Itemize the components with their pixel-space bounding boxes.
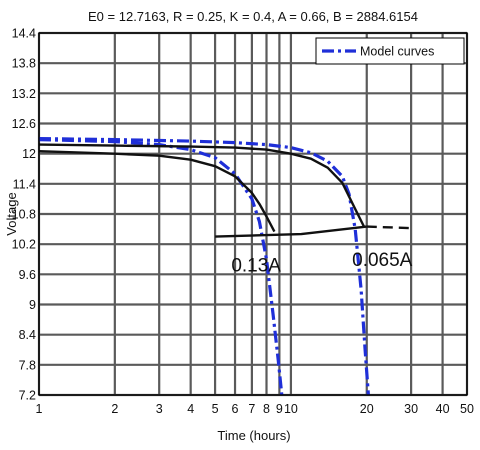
x-tick-label: 9 [276, 402, 283, 416]
x-tick-label: 50 [460, 402, 474, 416]
x-axis-label: Time (hours) [217, 428, 290, 443]
x-tick-label: 7 [248, 402, 255, 416]
annotation-label: 0.065A [352, 250, 413, 271]
y-tick-label: 7.8 [19, 358, 36, 372]
x-tick-label: 3 [156, 402, 163, 416]
series-line-3 [38, 143, 366, 228]
y-axis-label: Voltage [4, 192, 19, 235]
y-tick-label: 13.2 [12, 87, 36, 101]
y-tick-label: 10.8 [12, 208, 36, 222]
legend: Model curves [315, 37, 465, 65]
x-tick-label: 40 [436, 402, 450, 416]
y-tick-label: 12.6 [12, 117, 36, 131]
y-tick-label: 7.2 [19, 389, 36, 403]
x-tick-label: 10 [284, 402, 298, 416]
chart-title: E0 = 12.7163, R = 0.25, K = 0.4, A = 0.6… [88, 9, 418, 24]
x-tick-label: 20 [360, 402, 374, 416]
x-tick-label: 1 [36, 402, 43, 416]
x-tick-label: 4 [187, 402, 194, 416]
legend-label: Model curves [360, 45, 434, 59]
y-tick-label: 12 [22, 147, 36, 161]
series-line-0 [38, 138, 284, 396]
series-line-1 [38, 137, 370, 396]
axes-frame [38, 32, 468, 396]
y-tick-label: 9 [29, 298, 36, 312]
series-line-4 [215, 225, 367, 238]
y-tick-label: 10.2 [12, 238, 36, 252]
x-tick-label: 30 [404, 402, 418, 416]
y-tick-label: 13.8 [12, 57, 36, 71]
annotation-label: 0.13A [231, 255, 281, 276]
x-tick-label: 5 [212, 402, 219, 416]
series-line-2 [38, 150, 276, 233]
x-tick-label: 6 [232, 402, 239, 416]
series-line-5 [366, 225, 412, 230]
y-tick-label: 11.4 [13, 177, 36, 191]
x-tick-label: 8 [263, 402, 270, 416]
y-tick-label: 14.4 [12, 27, 36, 41]
y-tick-label: 9.6 [19, 268, 36, 282]
y-tick-label: 8.4 [19, 328, 36, 342]
x-tick-label: 2 [111, 402, 118, 416]
